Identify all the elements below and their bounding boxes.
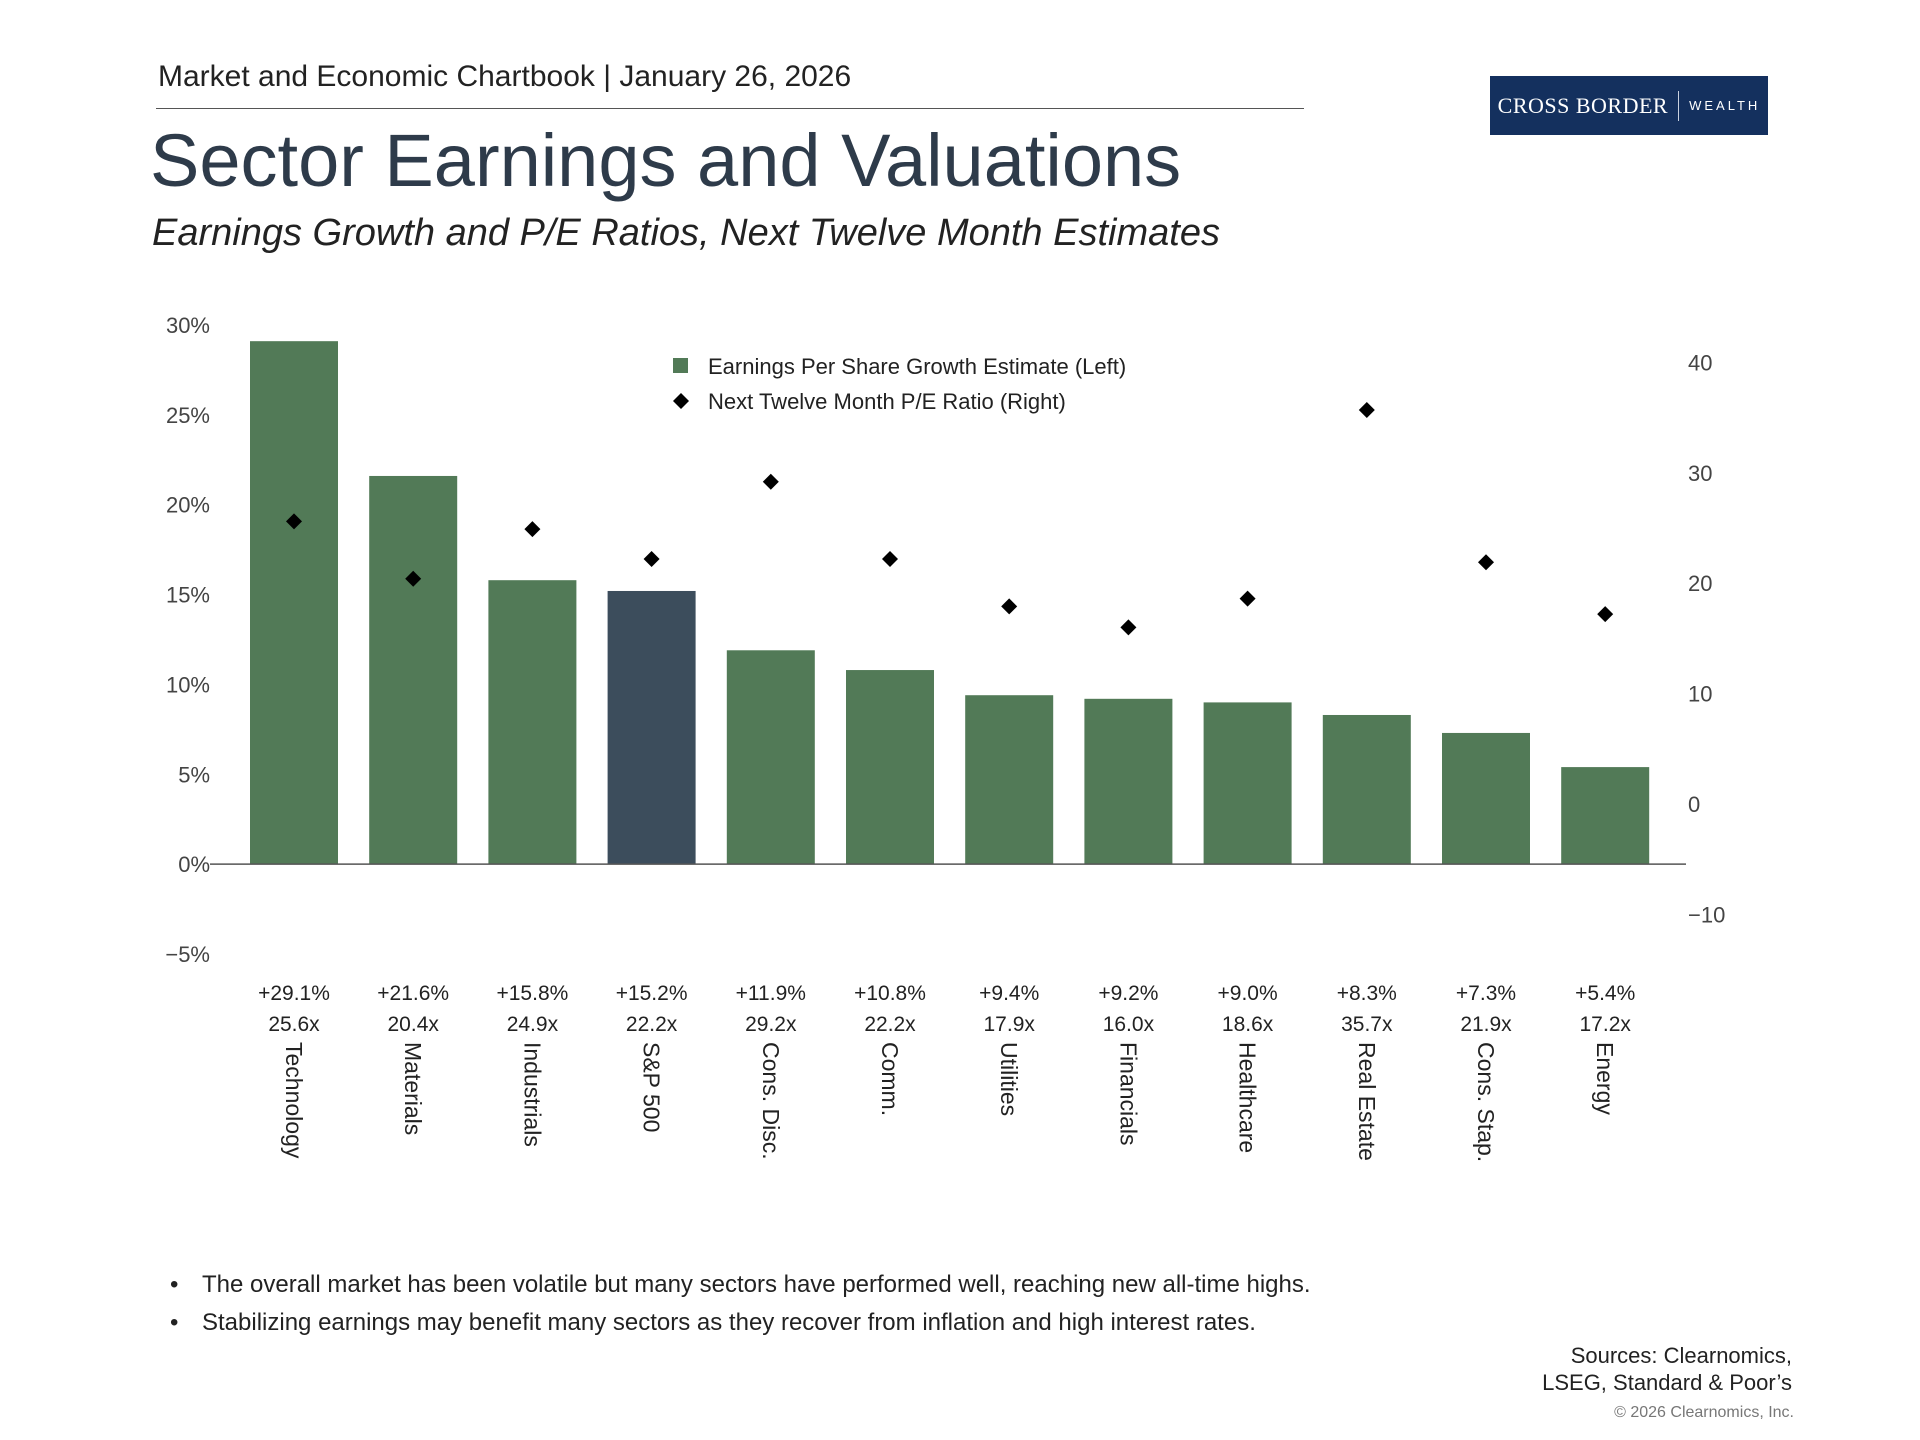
- pe-data-label: 35.7x: [1341, 1013, 1393, 1036]
- legend-bar-label: Earnings Per Share Growth Estimate (Left…: [708, 354, 1126, 379]
- category-label: Cons. Disc.: [758, 1042, 784, 1160]
- category-label: Energy: [1592, 1042, 1618, 1115]
- pe-marker-financials: [1120, 619, 1137, 636]
- page-title: Sector Earnings and Valuations: [150, 119, 1182, 202]
- bar-cons-stap-: [1442, 732, 1530, 865]
- pe-marker-energy: [1597, 606, 1614, 623]
- growth-data-label: +21.6%: [377, 982, 449, 1005]
- pe-marker-healthcare: [1239, 590, 1256, 607]
- left-axis-tick-label: 25%: [166, 403, 210, 428]
- right-axis-tick-label: 0: [1688, 792, 1700, 817]
- bullet-item: • Stabilizing earnings may benefit many …: [166, 1304, 1311, 1342]
- left-axis-tick-label: 10%: [166, 672, 210, 697]
- category-label: Financials: [1115, 1042, 1141, 1146]
- right-axis-tick-label: 30: [1688, 461, 1712, 486]
- sources-line: Sources: Clearnomics,: [1570, 1343, 1792, 1368]
- growth-data-label: +9.4%: [979, 982, 1039, 1005]
- pe-data-label: 24.9x: [507, 1013, 559, 1036]
- category-label: S&P 500: [639, 1042, 665, 1132]
- bar-energy: [1561, 767, 1650, 865]
- bullet-item: • The overall market has been volatile b…: [166, 1266, 1311, 1304]
- right-axis-tick-label: −10: [1688, 902, 1725, 927]
- pe-data-label: 22.2x: [626, 1013, 678, 1036]
- logo-separator: [1678, 90, 1680, 121]
- bar-financials: [1084, 698, 1173, 865]
- pe-marker-utilities: [1001, 598, 1018, 615]
- growth-data-label: +11.9%: [736, 982, 806, 1005]
- left-axis-tick-label: 15%: [166, 583, 210, 608]
- bar-real-estate: [1322, 714, 1411, 865]
- bar-utilities: [965, 695, 1054, 865]
- cross-border-wealth-logo: CROSS BORDER WEALTH: [1490, 76, 1768, 135]
- logo-main-text: CROSS BORDER: [1497, 92, 1669, 118]
- bar-materials: [369, 475, 458, 865]
- bullet-text: Stabilizing earnings may benefit many se…: [202, 1309, 1256, 1336]
- bullet-list: • The overall market has been volatile b…: [166, 1266, 1311, 1342]
- pe-data-label: 18.6x: [1222, 1013, 1274, 1036]
- pe-data-label: 17.2x: [1580, 1013, 1632, 1036]
- copyright-notice: © 2026 Clearnomics, Inc.: [1614, 1404, 1794, 1421]
- bar-technology: [250, 341, 338, 865]
- pe-data-label: 25.6x: [268, 1013, 320, 1036]
- category-label: Real Estate: [1354, 1042, 1380, 1161]
- pe-marker-cons-disc-: [762, 473, 779, 490]
- growth-data-label: +9.2%: [1098, 982, 1158, 1005]
- bar-cons-disc-: [726, 650, 815, 865]
- pe-marker-real-estate: [1358, 401, 1375, 418]
- pe-marker-cons-stap-: [1478, 554, 1494, 571]
- left-axis-tick-label: 0%: [178, 852, 210, 877]
- category-label: Technology: [281, 1042, 307, 1159]
- growth-data-label: +15.2%: [616, 982, 688, 1005]
- bar-healthcare: [1203, 702, 1292, 865]
- pe-marker-materials: [405, 570, 422, 587]
- pe-data-label: 16.0x: [1103, 1013, 1155, 1036]
- legend-pe-label: Next Twelve Month P/E Ratio (Right): [708, 389, 1066, 414]
- growth-data-label: +8.3%: [1337, 982, 1397, 1005]
- right-axis-tick-label: 40: [1688, 351, 1712, 376]
- legend-bar-swatch: [673, 358, 688, 373]
- left-axis-tick-label: 20%: [166, 493, 210, 518]
- logo-sub-text: WEALTH: [1689, 98, 1761, 113]
- bullet-symbol: •: [170, 1309, 179, 1336]
- growth-data-label: +7.3%: [1456, 982, 1516, 1005]
- pe-data-label: 20.4x: [388, 1013, 440, 1036]
- pe-data-label: 17.9x: [984, 1013, 1036, 1036]
- bullet-symbol: •: [170, 1271, 179, 1298]
- pe-data-label: 22.2x: [864, 1013, 916, 1036]
- left-axis-tick-label: 30%: [166, 313, 210, 338]
- header-divider: [156, 108, 1304, 109]
- pe-marker-technology: [286, 513, 302, 530]
- growth-data-label: +5.4%: [1575, 982, 1635, 1005]
- growth-data-label: +15.8%: [496, 982, 568, 1005]
- bar-comm-: [846, 670, 934, 865]
- category-label: Comm.: [877, 1042, 903, 1116]
- category-label: Utilities: [996, 1042, 1022, 1116]
- left-axis-tick-label: 5%: [178, 762, 210, 787]
- category-label: Materials: [400, 1042, 426, 1135]
- legend-diamond-swatch: [673, 393, 689, 409]
- bar-s-p-500: [607, 590, 696, 865]
- bullet-text: The overall market has been volatile but…: [202, 1271, 1311, 1298]
- category-label: Healthcare: [1235, 1042, 1261, 1153]
- growth-data-label: +9.0%: [1218, 982, 1278, 1005]
- pe-data-label: 29.2x: [745, 1013, 797, 1036]
- pe-marker-s-p-500: [643, 550, 660, 567]
- pe-data-label: 21.9x: [1460, 1013, 1512, 1036]
- chartbook-header: Market and Economic Chartbook | January …: [158, 60, 852, 93]
- left-axis-tick-label: −5%: [165, 942, 210, 967]
- bar-industrials: [488, 580, 577, 865]
- pe-marker-industrials: [524, 521, 541, 538]
- sources-line: LSEG, Standard & Poor’s: [1542, 1370, 1792, 1395]
- growth-data-label: +10.8%: [854, 982, 926, 1005]
- page-subtitle: Earnings Growth and P/E Ratios, Next Twe…: [152, 212, 1220, 254]
- sources-note: Sources: Clearnomics, LSEG, Standard & P…: [1542, 1342, 1792, 1396]
- category-label: Industrials: [519, 1042, 545, 1147]
- growth-data-label: +29.1%: [258, 982, 330, 1005]
- pe-marker-comm-: [882, 550, 898, 567]
- right-axis-tick-label: 10: [1688, 682, 1712, 707]
- right-axis-tick-label: 20: [1688, 571, 1712, 596]
- category-label: Cons. Stap.: [1473, 1042, 1499, 1162]
